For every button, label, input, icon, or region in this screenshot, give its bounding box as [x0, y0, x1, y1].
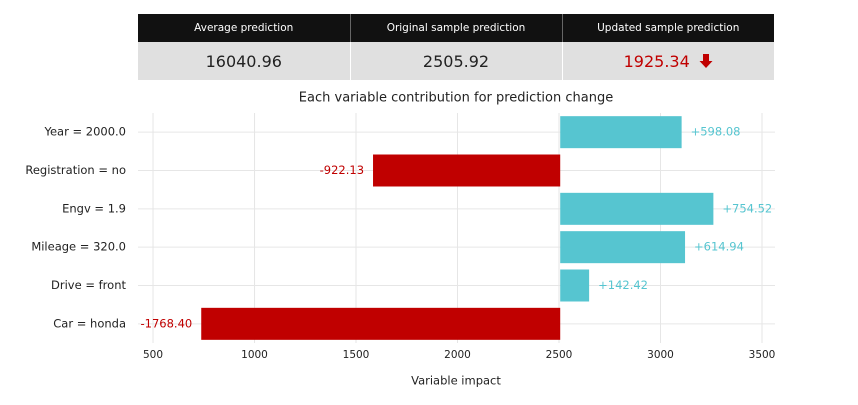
x-tick-label: 500	[143, 349, 163, 361]
value-cell: 2505.92	[350, 42, 563, 80]
y-tick-label: Car = honda	[53, 316, 126, 330]
x-tick-label: 3500	[749, 349, 776, 361]
data-label: +754.52	[722, 201, 772, 215]
chart-title: Each variable contribution for predictio…	[299, 91, 613, 106]
bar	[560, 192, 714, 225]
column-header: Updated sample prediction	[562, 14, 774, 42]
data-label: -1768.40	[141, 316, 193, 330]
x-tick-label: 1500	[343, 349, 370, 361]
bar	[373, 154, 561, 187]
y-tick-label: Mileage = 320.0	[31, 240, 126, 254]
summary-table: Average prediction Original sample predi…	[138, 14, 774, 80]
y-tick-label: Registration = no	[25, 163, 126, 177]
x-tick-label: 2000	[444, 349, 471, 361]
column-header: Average prediction	[138, 14, 351, 42]
x-tick-label: 2500	[546, 349, 573, 361]
data-label: +614.94	[694, 240, 744, 254]
value-cell: 1925.34	[562, 42, 774, 80]
value: 16040.96	[205, 51, 282, 71]
x-tick-label: 3000	[647, 349, 674, 361]
bar	[201, 307, 561, 340]
data-label: +142.42	[598, 278, 648, 292]
column-header: Original sample prediction	[350, 14, 563, 42]
bar	[560, 269, 590, 302]
value: 2505.92	[422, 51, 490, 71]
x-axis-label: Variable impact	[411, 374, 501, 388]
x-tick-label: 1000	[241, 349, 268, 361]
bar	[560, 116, 682, 149]
value: 1925.34	[623, 51, 690, 71]
y-tick-label: Drive = front	[51, 278, 126, 292]
down-arrow-icon	[699, 53, 713, 68]
data-label: -922.13	[320, 163, 364, 177]
data-label: +598.08	[691, 125, 741, 139]
value-cell: 16040.96	[138, 42, 351, 80]
y-tick-label: Engv = 1.9	[62, 201, 126, 215]
bar	[560, 231, 686, 264]
y-tick-label: Year = 2000.0	[43, 125, 126, 139]
